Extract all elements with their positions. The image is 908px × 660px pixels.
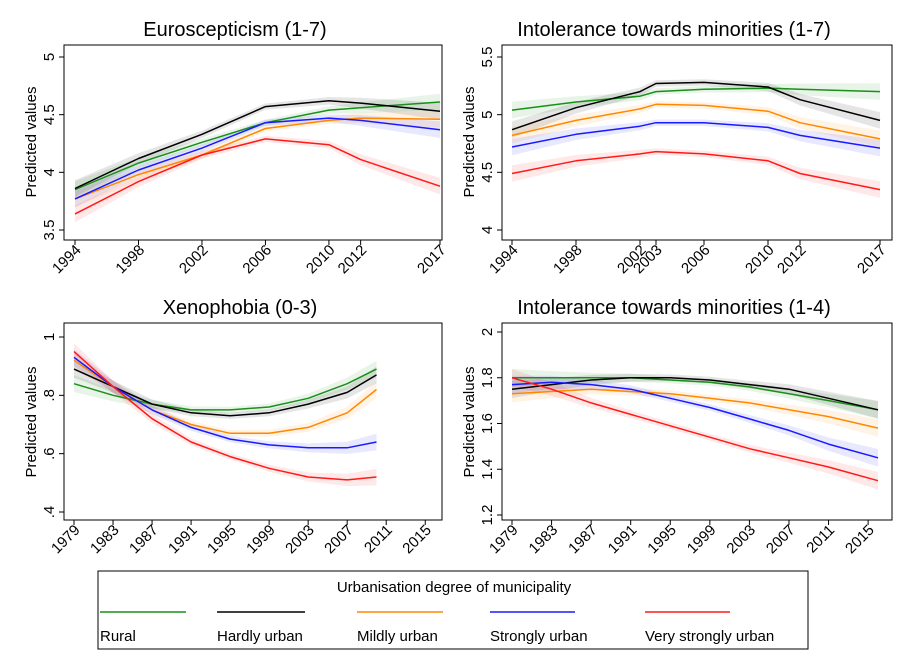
plot-frame bbox=[501, 322, 893, 521]
y-axis-label: Predicted values bbox=[23, 87, 40, 198]
series-line-rural bbox=[511, 87, 881, 111]
series-line-hardly-urban bbox=[511, 81, 881, 131]
confidence-band-mildly-urban bbox=[74, 351, 377, 437]
confidence-band-very-strongly-urban bbox=[75, 135, 440, 223]
confidence-band-mildly-urban bbox=[75, 111, 440, 208]
y-axis-label: Predicted values bbox=[23, 367, 40, 478]
y-axis-label: Predicted values bbox=[461, 87, 478, 198]
confidence-band-very-strongly-urban bbox=[512, 148, 880, 198]
confidence-band-hardly-urban bbox=[512, 373, 878, 419]
y-axis-label: Predicted values bbox=[461, 367, 478, 478]
panel-title: Euroscepticism (1-7) bbox=[143, 19, 326, 41]
y-tick-label: .8 bbox=[41, 389, 58, 402]
confidence-band-rural bbox=[512, 83, 880, 119]
confidence-band-mildly-urban bbox=[512, 384, 878, 437]
legend-label-strongly-urban: Strongly urban bbox=[490, 628, 588, 645]
y-tick-label: 5 bbox=[41, 53, 58, 61]
confidence-bands bbox=[512, 79, 880, 198]
series-line-hardly-urban bbox=[74, 100, 441, 190]
y-tick-label: .4 bbox=[41, 506, 58, 519]
y-tick-label: 5 bbox=[479, 110, 496, 118]
panel-title: Intolerance towards minorities (1-7) bbox=[517, 19, 830, 41]
legend-label-rural: Rural bbox=[100, 628, 136, 645]
chart-panel-intolerance-1-7: Intolerance towards minorities (1-7) Pre… bbox=[461, 19, 893, 277]
legend-label-mildly-urban: Mildly urban bbox=[357, 628, 438, 645]
series-line-very-strongly-urban bbox=[74, 138, 441, 215]
y-tick-label: 2 bbox=[479, 328, 496, 336]
legend-label-very-strongly-urban: Very strongly urban bbox=[645, 628, 774, 645]
y-tick-label: 3.5 bbox=[41, 220, 58, 241]
confidence-band-very-strongly-urban bbox=[74, 343, 377, 486]
series-line-hardly-urban bbox=[73, 368, 377, 417]
y-tick-label: 1.2 bbox=[479, 505, 496, 526]
series-line-strongly-urban bbox=[73, 356, 377, 449]
confidence-band-strongly-urban bbox=[512, 119, 880, 157]
y-tick-label: 4 bbox=[479, 226, 496, 234]
confidence-band-mildly-urban bbox=[512, 101, 880, 148]
series-line-hardly-urban bbox=[511, 377, 879, 411]
y-tick-label: 4 bbox=[41, 168, 58, 176]
y-tick-label: 4.5 bbox=[479, 162, 496, 183]
series-line-very-strongly-urban bbox=[511, 377, 879, 482]
series-line-very-strongly-urban bbox=[73, 351, 377, 481]
legend-title: Urbanisation degree of municipality bbox=[337, 579, 572, 596]
series-line-rural bbox=[512, 377, 879, 411]
confidence-band-very-strongly-urban bbox=[512, 369, 878, 490]
series-line-mildly-urban bbox=[74, 117, 441, 200]
legend-frame bbox=[97, 570, 809, 650]
y-tick-label: 5.5 bbox=[479, 47, 496, 68]
series-line-very-strongly-urban bbox=[511, 150, 881, 191]
plot-frame bbox=[501, 44, 893, 241]
chart-panel-intolerance-1-4: Intolerance towards minorities (1-4) Pre… bbox=[461, 297, 893, 557]
panel-title: Xenophobia (0-3) bbox=[163, 297, 318, 319]
panel-title: Intolerance towards minorities (1-4) bbox=[517, 297, 830, 319]
y-tick-label: 1 bbox=[41, 333, 58, 341]
y-tick-label: 1.8 bbox=[479, 367, 496, 388]
series-line-strongly-urban bbox=[74, 117, 441, 200]
legend: Urbanisation degree of municipality Rura… bbox=[97, 570, 809, 650]
y-tick-label: 4.5 bbox=[41, 104, 58, 125]
series-line-strongly-urban bbox=[511, 381, 879, 459]
series-line-mildly-urban bbox=[511, 388, 879, 429]
y-tick-label: .6 bbox=[41, 447, 58, 460]
y-tick-label: 1.6 bbox=[479, 413, 496, 434]
confidence-band-strongly-urban bbox=[74, 349, 377, 454]
series-line-mildly-urban bbox=[511, 103, 881, 140]
confidence-band-hardly-urban bbox=[74, 360, 377, 419]
legend-label-hardly-urban: Hardly urban bbox=[217, 628, 303, 645]
confidence-band-rural bbox=[512, 369, 878, 419]
series-line-strongly-urban bbox=[511, 121, 881, 149]
chart-panel-euroscepticism: Euroscepticism (1-7) Predicted values 3.… bbox=[23, 19, 450, 277]
plot-frame bbox=[63, 322, 443, 521]
confidence-band-hardly-urban bbox=[512, 79, 880, 138]
y-tick-label: 1.4 bbox=[479, 459, 496, 480]
chart-panel-xenophobia: Xenophobia (0-3) Predicted values .4 .6 .8… bbox=[23, 297, 443, 557]
confidence-band-strongly-urban bbox=[75, 114, 440, 208]
